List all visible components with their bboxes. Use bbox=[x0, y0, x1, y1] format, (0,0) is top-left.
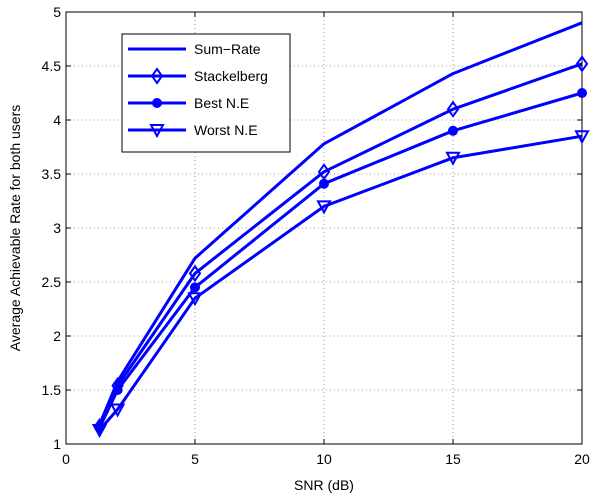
y-tick-label: 1 bbox=[53, 436, 61, 452]
y-tick-label: 2 bbox=[53, 328, 61, 344]
data-point bbox=[449, 126, 458, 135]
x-tick-label: 15 bbox=[445, 451, 461, 467]
data-point bbox=[113, 386, 122, 395]
series-line bbox=[100, 136, 583, 430]
x-tick-label: 0 bbox=[62, 451, 70, 467]
x-tick-label: 10 bbox=[316, 451, 332, 467]
legend-label: Best N.E bbox=[194, 95, 249, 111]
x-axis-label: SNR (dB) bbox=[294, 477, 354, 493]
legend-label: Worst N.E bbox=[194, 122, 258, 138]
legend-label: Sum−Rate bbox=[194, 41, 261, 57]
data-point bbox=[191, 283, 200, 292]
y-tick-label: 3 bbox=[53, 220, 61, 236]
x-tick-label: 5 bbox=[191, 451, 199, 467]
y-tick-label: 3.5 bbox=[42, 166, 62, 182]
y-tick-label: 4 bbox=[53, 112, 61, 128]
y-tick-label: 5 bbox=[53, 4, 61, 20]
y-tick-label: 2.5 bbox=[42, 274, 62, 290]
data-point bbox=[320, 179, 329, 188]
legend: Sum−Rate Stackelberg Best N.E Worst N.E bbox=[122, 34, 290, 152]
y-tick-label: 4.5 bbox=[42, 58, 62, 74]
data-point bbox=[578, 89, 587, 98]
y-axis-label: Average Achievable Rate for both users bbox=[7, 105, 23, 351]
y-tick-label: 1.5 bbox=[42, 382, 62, 398]
x-tick-label: 20 bbox=[574, 451, 590, 467]
legend-label: Stackelberg bbox=[194, 68, 268, 84]
legend-marker bbox=[153, 99, 162, 108]
